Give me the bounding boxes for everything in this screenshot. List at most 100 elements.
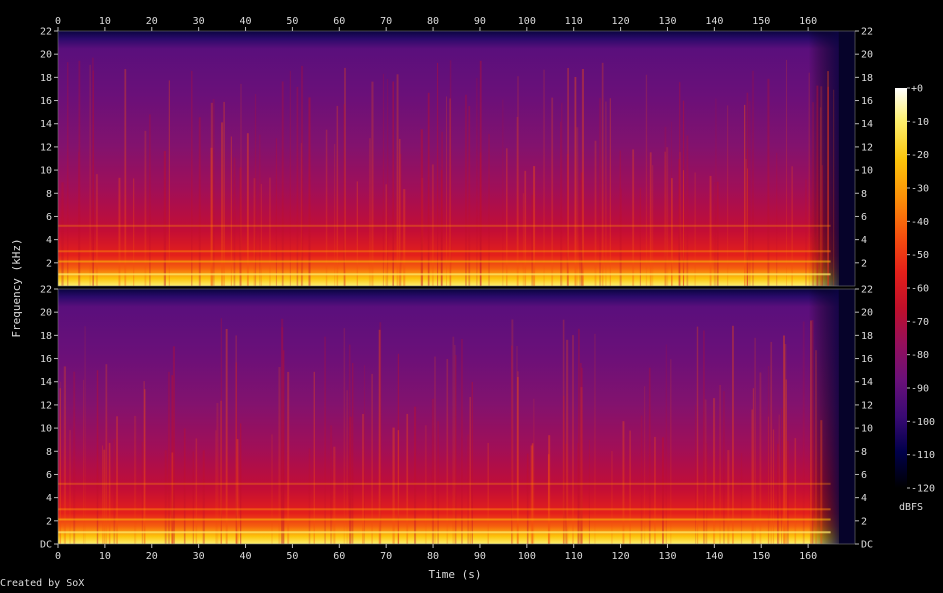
x-tick-label-bottom: 120 — [612, 551, 630, 562]
spectrogram-streak — [524, 170, 527, 286]
spectrogram-streak — [378, 329, 381, 544]
colorbar-tick-label: -70 — [911, 317, 929, 328]
spectrogram-streak — [233, 157, 236, 286]
y-tick-label-right: 8 — [861, 189, 867, 200]
spectrogram-streak — [547, 454, 550, 544]
x-axis-label: Time (s) — [429, 568, 482, 581]
colorbar-tick-label: -40 — [911, 217, 929, 228]
y-tick-label-right: 10 — [861, 424, 873, 435]
spectrogram-streak — [517, 371, 519, 544]
spectrogram-streak — [300, 143, 303, 286]
spectrogram-streak — [695, 404, 696, 544]
spectrogram-streak — [215, 430, 217, 544]
spectrogram-harmonic-band — [58, 482, 831, 485]
spectrogram-streak — [437, 421, 439, 544]
spectrogram-harmonic-band — [58, 531, 831, 534]
y-tick-label-left: DC — [40, 540, 52, 551]
y-tick-label-right: 4 — [861, 235, 867, 246]
spectrogram-streak — [709, 175, 712, 286]
y-tick-label-left: 6 — [46, 212, 52, 223]
spectrogram-streak — [271, 434, 273, 544]
y-tick-label-left: 10 — [40, 424, 52, 435]
y-tick-label-left: 6 — [46, 470, 52, 481]
x-tick-label-bottom: 100 — [518, 551, 536, 562]
spectrogram-streak — [574, 77, 577, 286]
spectrogram-harmonic-band — [58, 224, 831, 227]
spectrogram-streak — [805, 179, 807, 286]
x-tick-label-bottom: 90 — [474, 551, 486, 562]
spectrogram-streak — [427, 92, 430, 286]
x-tick-label-top: 110 — [565, 16, 583, 27]
y-tick-label-left: 18 — [40, 331, 52, 342]
spectrogram-streak — [202, 450, 205, 544]
spectrogram-streak — [461, 338, 463, 544]
spectrogram-streak — [392, 81, 394, 286]
spectrogram-streak — [356, 181, 358, 286]
y-tick-label-right: 2 — [861, 258, 867, 269]
y-tick-label-right: 20 — [861, 50, 873, 61]
spectrogram-streak — [92, 70, 94, 286]
spectrogram-streak — [210, 147, 213, 286]
spectrogram-streak — [671, 121, 672, 287]
x-tick-label-top: 20 — [146, 16, 158, 27]
spectrogram-streak — [403, 189, 406, 286]
spectrogram-streak — [581, 69, 584, 286]
spectrogram-streak — [560, 121, 562, 286]
spectrogram-frame-upper — [57, 30, 856, 287]
spectrogram-streak — [715, 98, 717, 286]
spectrogram-streak — [543, 69, 545, 286]
spectrogram-streak — [811, 320, 814, 544]
spectrogram-streak — [78, 151, 80, 286]
spectrogram-streak — [526, 453, 529, 544]
x-tick-label-bottom: 10 — [99, 551, 111, 562]
colorbar — [895, 88, 907, 488]
spectrogram-streak — [301, 65, 304, 287]
y-tick-label-right: 12 — [861, 142, 873, 153]
spectrogram-streak — [786, 59, 787, 287]
spectrogram-streak — [827, 71, 829, 286]
spectrogram-streak — [278, 367, 281, 544]
spectrogram-streak — [740, 453, 743, 544]
spectrogram-streak — [254, 94, 257, 286]
spectrogram-streak — [283, 350, 285, 544]
spectrogram-streak — [144, 389, 146, 544]
spectrogram-streak — [713, 398, 716, 544]
spectrogram-streak — [144, 130, 147, 286]
spectrogram-streak — [522, 193, 524, 286]
spectrogram-streak — [240, 423, 242, 544]
spectrogram-streak — [772, 429, 775, 544]
spectrogram-streak — [221, 122, 224, 287]
spectrogram-streak — [246, 133, 249, 286]
spectrogram-streak — [344, 67, 346, 287]
y-axis-label: Frequency (kHz) — [10, 238, 23, 337]
spectrogram-streak — [662, 437, 664, 544]
x-tick-label-bottom: 80 — [427, 551, 439, 562]
spectrogram-streak — [91, 57, 94, 287]
spectrogram-streak — [506, 148, 508, 286]
x-tick-label-top: 100 — [518, 16, 536, 27]
colorbar-tick-label: -90 — [911, 384, 929, 395]
spectrogram-streak — [334, 144, 336, 286]
colorbar-unit-label: dBFS — [899, 502, 923, 513]
spectrogram-streak — [622, 421, 625, 544]
spectrogram-streak — [73, 371, 76, 544]
spectrogram-streak — [561, 102, 563, 286]
spectrogram-harmonic-band — [58, 250, 831, 253]
spectrogram-streak — [776, 152, 778, 286]
spectrogram-streak — [605, 101, 607, 286]
spectrogram-streak — [594, 333, 596, 544]
spectrogram-streak — [149, 114, 151, 287]
spectrogram-streak — [479, 152, 482, 286]
spectrogram-streak — [143, 381, 145, 544]
spectrogram-streak — [343, 328, 346, 544]
spectrogram-streak — [639, 187, 641, 286]
spectrogram-streak — [348, 344, 351, 544]
spectrogram-streak — [324, 336, 326, 544]
spectrogram-streak — [236, 439, 239, 544]
x-tick-label-bottom: 20 — [146, 551, 158, 562]
x-tick-label-top: 90 — [474, 16, 486, 27]
y-tick-label-left: 14 — [40, 119, 52, 130]
spectrogram-streak — [253, 178, 256, 286]
spectrogram-streak — [664, 126, 667, 286]
spectrogram-streak — [815, 350, 817, 544]
